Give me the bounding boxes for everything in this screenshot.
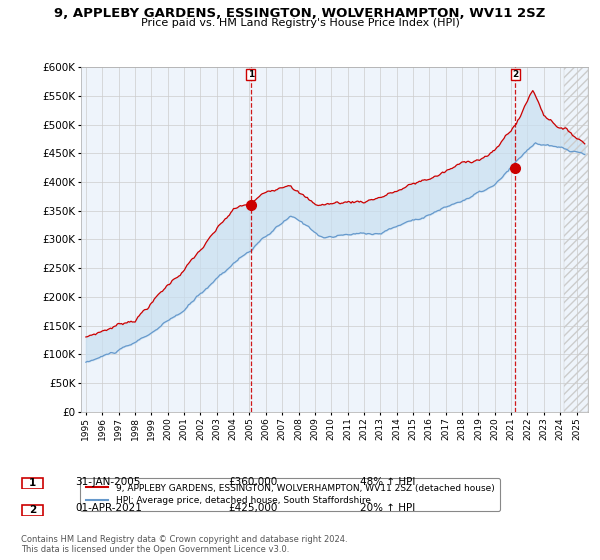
Bar	[564, 67, 588, 412]
Text: £425,000: £425,000	[228, 503, 277, 514]
Text: 2: 2	[512, 70, 518, 79]
Text: £360,000: £360,000	[228, 477, 277, 487]
Text: 1: 1	[248, 70, 254, 79]
FancyBboxPatch shape	[22, 478, 43, 489]
Text: 1: 1	[29, 478, 36, 488]
Text: 01-APR-2021: 01-APR-2021	[75, 503, 142, 514]
Legend: 9, APPLEBY GARDENS, ESSINGTON, WOLVERHAMPTON, WV11 2SZ (detached house), HPI: Av: 9, APPLEBY GARDENS, ESSINGTON, WOLVERHAM…	[80, 478, 500, 511]
Text: Price paid vs. HM Land Registry's House Price Index (HPI): Price paid vs. HM Land Registry's House …	[140, 18, 460, 28]
Text: Contains HM Land Registry data © Crown copyright and database right 2024.
This d: Contains HM Land Registry data © Crown c…	[21, 535, 347, 554]
Text: 20% ↑ HPI: 20% ↑ HPI	[360, 503, 415, 514]
Text: 9, APPLEBY GARDENS, ESSINGTON, WOLVERHAMPTON, WV11 2SZ: 9, APPLEBY GARDENS, ESSINGTON, WOLVERHAM…	[55, 7, 545, 20]
FancyBboxPatch shape	[22, 505, 43, 516]
Text: 31-JAN-2005: 31-JAN-2005	[75, 477, 140, 487]
Text: 48% ↑ HPI: 48% ↑ HPI	[360, 477, 415, 487]
Text: 2: 2	[29, 505, 36, 515]
